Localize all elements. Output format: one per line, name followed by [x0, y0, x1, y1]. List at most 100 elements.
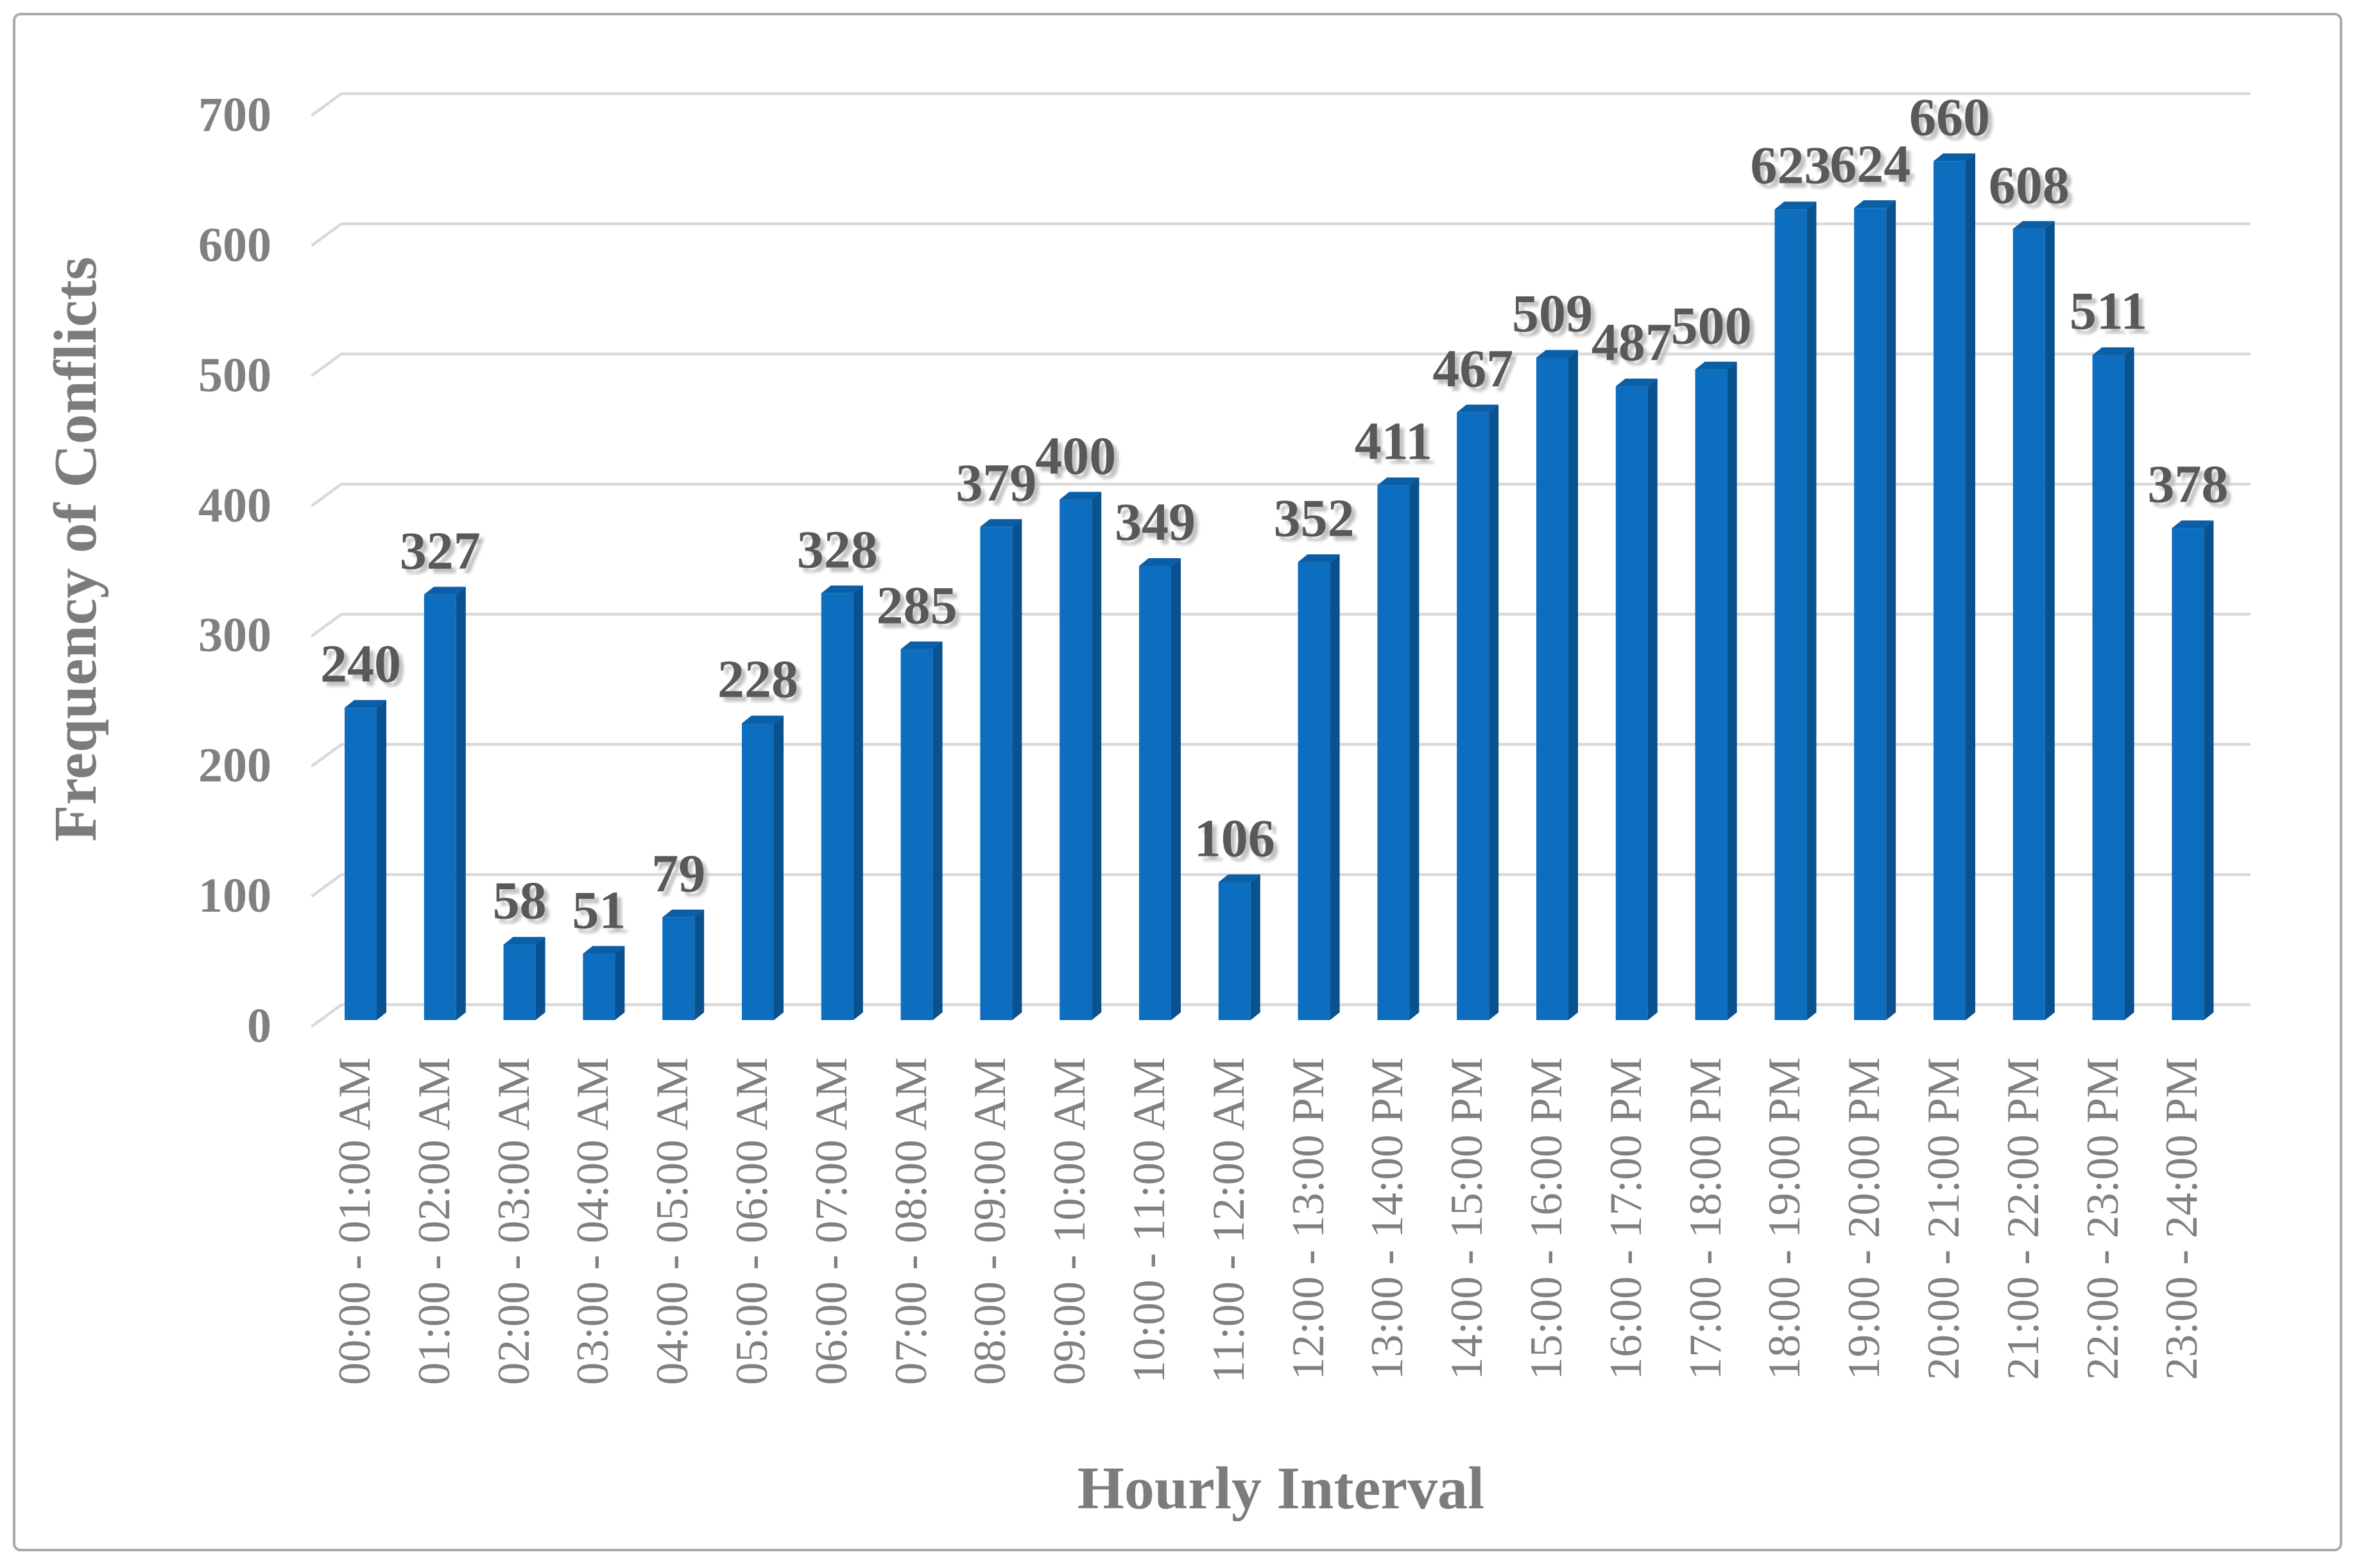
- x-tick-label: 12:00 - 13:00 PM: [1283, 1057, 1334, 1380]
- bar-front: [1934, 161, 1966, 1021]
- bar-side: [694, 909, 705, 1020]
- bar-top: [2012, 221, 2055, 229]
- bar-top: [742, 715, 784, 724]
- bar-front: [1774, 209, 1807, 1021]
- x-tick-label: 00:00 - 01:00 AM: [330, 1057, 380, 1385]
- bar-side: [1806, 201, 1817, 1021]
- data-label: 467: [1432, 339, 1514, 399]
- data-label: 79: [651, 844, 706, 904]
- y-tick-label: 500: [198, 348, 271, 402]
- data-label: 240: [320, 634, 401, 694]
- x-tick-label: 13:00 - 14:00 PM: [1362, 1057, 1413, 1380]
- bar-front: [1218, 882, 1251, 1020]
- bar-front: [1377, 485, 1410, 1020]
- gridline-400: [311, 482, 2251, 507]
- bar-front: [503, 944, 536, 1020]
- bar-side: [1886, 200, 1896, 1021]
- bar-side: [535, 937, 545, 1020]
- data-label: 500: [1670, 296, 1752, 356]
- bar-top: [1615, 379, 1658, 387]
- data-label: 352: [1273, 488, 1355, 549]
- x-tick-label: 10:00 - 11:00 AM: [1124, 1057, 1174, 1384]
- bar-front: [1615, 386, 1648, 1020]
- x-tick-label: 07:00 - 08:00 AM: [886, 1057, 936, 1385]
- bar-side: [1012, 519, 1022, 1020]
- bar-front: [1536, 357, 1568, 1020]
- bar-front: [980, 527, 1013, 1020]
- x-axis-title: Hourly Interval: [1077, 1455, 1485, 1522]
- data-label: 511: [2069, 281, 2148, 341]
- x-tick-label: 20:00 - 21:00 PM: [1919, 1057, 1969, 1380]
- y-tick-label: 100: [198, 869, 271, 923]
- bar-front: [662, 917, 695, 1020]
- x-tick-label: 22:00 - 23:00 PM: [2077, 1057, 2128, 1380]
- bar-side: [1568, 350, 1578, 1020]
- bar-front: [424, 594, 456, 1020]
- gridline-100: [311, 873, 2251, 898]
- x-tick-label: 04:00 - 05:00 AM: [648, 1057, 698, 1385]
- x-tick-label: 17:00 - 18:00 PM: [1680, 1057, 1731, 1380]
- data-label: 487: [1591, 312, 1672, 373]
- data-label: 285: [876, 575, 957, 636]
- x-tick-label: 09:00 - 10:00 AM: [1045, 1057, 1095, 1385]
- bar-side: [1092, 491, 1102, 1020]
- bar-top: [2172, 520, 2214, 529]
- y-tick-label: 300: [198, 608, 271, 663]
- data-label: 106: [1194, 808, 1275, 869]
- bar-side: [2045, 221, 2055, 1021]
- bar-front: [2172, 528, 2204, 1020]
- bar-front: [583, 953, 615, 1020]
- x-tick-label: 23:00 - 24:00 PM: [2157, 1057, 2208, 1380]
- bar-front: [821, 593, 854, 1020]
- bar-top: [1377, 477, 1420, 486]
- x-tick-label: 02:00 - 03:00 AM: [488, 1057, 539, 1385]
- bar-front: [1695, 369, 1728, 1020]
- x-tick-label: 06:00 - 07:00 AM: [806, 1057, 857, 1385]
- data-label: 51: [572, 880, 626, 941]
- data-label: 349: [1115, 492, 1196, 552]
- x-tick-label: 01:00 - 02:00 AM: [409, 1057, 459, 1385]
- data-label: 228: [717, 649, 798, 710]
- x-tick-label: 21:00 - 22:00 PM: [1998, 1057, 2048, 1380]
- gridline-300: [311, 613, 2251, 637]
- gridline-200: [311, 743, 2251, 767]
- y-tick-label: 0: [247, 999, 271, 1053]
- bar-front: [2012, 228, 2045, 1021]
- bar-top: [980, 519, 1022, 527]
- bar-side: [2124, 347, 2134, 1020]
- bar-top: [1695, 361, 1737, 370]
- bar-top: [424, 586, 466, 595]
- bar-side: [1250, 874, 1260, 1020]
- data-label: 509: [1512, 284, 1593, 344]
- bar-top: [1298, 554, 1340, 562]
- data-label: 327: [399, 521, 481, 581]
- gridline-0: [311, 1003, 2251, 1028]
- x-tick-label: 11:00 - 12:00 AM: [1203, 1057, 1254, 1384]
- x-tick-label: 16:00 - 17:00 PM: [1600, 1057, 1651, 1380]
- x-tick-label: 19:00 - 20:00 PM: [1839, 1057, 1890, 1380]
- data-label: 379: [956, 453, 1037, 513]
- bar-front: [900, 649, 933, 1020]
- bar-side: [456, 586, 466, 1020]
- bar-top: [1854, 200, 1896, 209]
- bar-front: [1059, 499, 1092, 1020]
- bar-top: [1059, 491, 1102, 500]
- x-tick-label: 03:00 - 04:00 AM: [568, 1057, 619, 1385]
- y-tick-label: 700: [198, 88, 271, 142]
- x-tick-label: 08:00 - 09:00 AM: [965, 1057, 1016, 1385]
- data-label: 660: [1909, 87, 1990, 148]
- data-label: 624: [1830, 134, 1911, 194]
- data-label: 328: [796, 520, 878, 580]
- gridline-500: [311, 352, 2251, 377]
- bar-side: [1171, 558, 1181, 1020]
- x-tick-label: 05:00 - 06:00 AM: [727, 1057, 777, 1385]
- data-label: 411: [1354, 411, 1433, 472]
- y-tick-label: 400: [198, 478, 271, 533]
- bar-top: [503, 937, 545, 945]
- bar-front: [1298, 561, 1330, 1020]
- bar-side: [1330, 554, 1340, 1020]
- bar-side: [615, 946, 625, 1020]
- bar-front: [2092, 355, 2125, 1020]
- bar-top: [900, 641, 943, 649]
